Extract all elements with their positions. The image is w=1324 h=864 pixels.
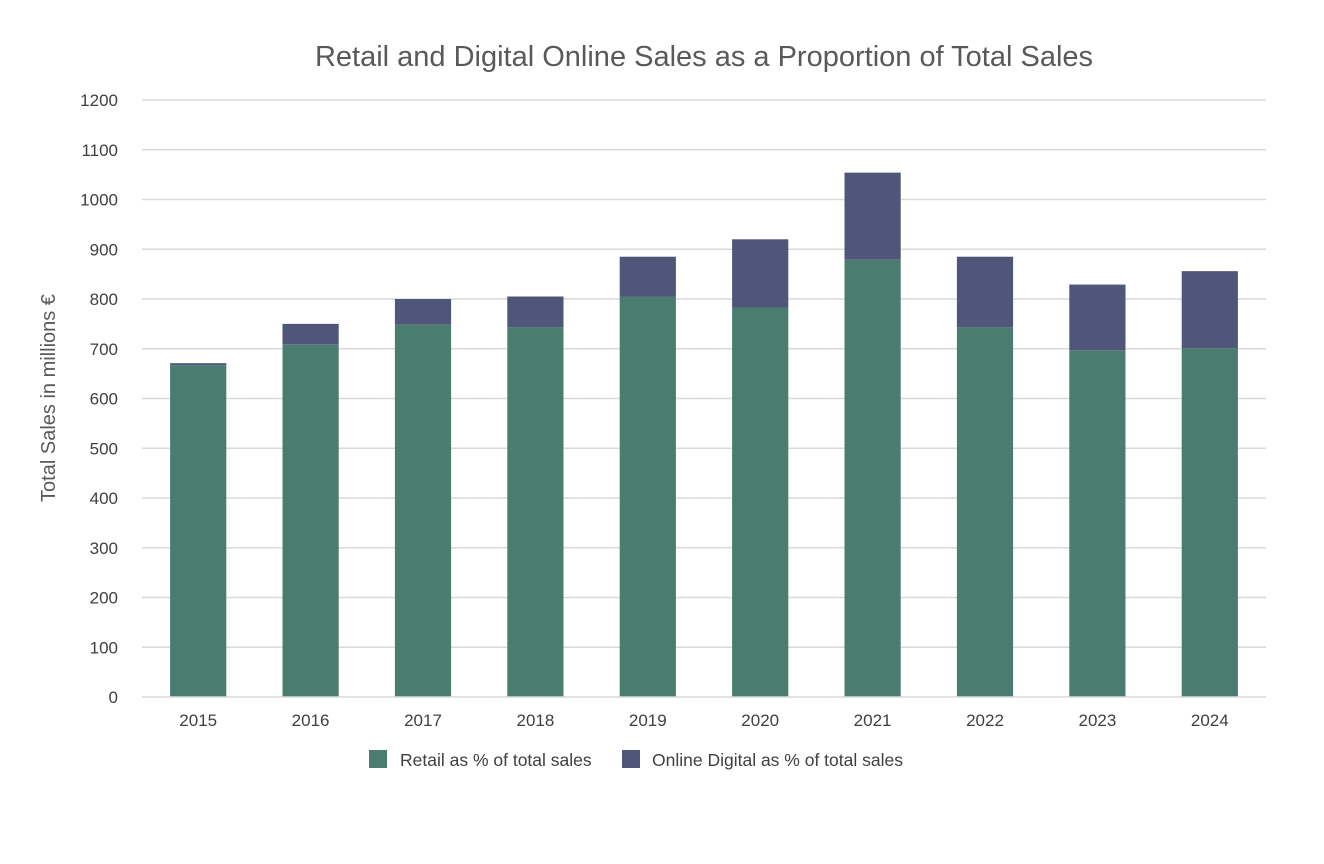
bar-retail-2022 — [956, 327, 1014, 697]
bar-online-digital-2015 — [170, 363, 227, 366]
legend-label: Online Digital as % of total sales — [652, 750, 903, 770]
bar-online-digital-2021 — [844, 172, 901, 260]
bar-online-digital-2024 — [1181, 271, 1238, 349]
bar-retail-2020 — [732, 307, 789, 697]
y-tick-label: 500 — [90, 439, 118, 458]
legend: Retail as % of total sales Online Digital… — [369, 750, 903, 770]
x-axis-tick-labels: 2015 2016 2017 2018 2019 2020 2021 2022 2023 2024 — [179, 711, 1228, 730]
bar-retail-2015 — [170, 365, 227, 697]
x-tick-label: 2015 — [179, 711, 217, 730]
y-tick-label: 400 — [90, 489, 118, 508]
legend-swatch — [622, 750, 640, 768]
bar-online-digital-2020 — [732, 239, 789, 308]
bar-online-digital-2023 — [1069, 284, 1126, 351]
x-tick-label: 2022 — [966, 711, 1004, 730]
x-tick-label: 2019 — [629, 711, 667, 730]
y-axis-title: Total Sales in millions € — [38, 294, 60, 502]
bar-online-digital-2019 — [619, 256, 676, 297]
x-tick-label: 2023 — [1078, 711, 1116, 730]
bar-online-digital-2017 — [394, 299, 452, 325]
bar-retail-2019 — [619, 296, 676, 697]
bar-online-digital-2016 — [282, 323, 339, 345]
bar-online-digital-2018 — [507, 296, 564, 328]
x-tick-label: 2018 — [516, 711, 554, 730]
x-tick-label: 2024 — [1191, 711, 1229, 730]
y-axis-tick-labels: 0 100 200 300 400 500 600 700 800 900 1000 1100 1200 — [80, 91, 118, 707]
bar-retail-2023 — [1069, 350, 1126, 697]
x-tick-label: 2021 — [854, 711, 892, 730]
x-tick-label: 2017 — [404, 711, 442, 730]
legend-label: Retail as % of total sales — [400, 750, 592, 770]
y-tick-label: 900 — [90, 240, 118, 259]
bar-online-digital-2022 — [956, 256, 1014, 328]
y-tick-label: 300 — [90, 539, 118, 558]
y-tick-label: 0 — [109, 688, 118, 707]
x-tick-label: 2020 — [741, 711, 779, 730]
bar-retail-2016 — [282, 344, 339, 697]
y-tick-label: 800 — [90, 290, 118, 309]
y-tick-label: 1000 — [80, 191, 118, 210]
y-tick-label: 200 — [90, 589, 118, 608]
y-tick-label: 100 — [90, 638, 118, 657]
bars — [170, 172, 1238, 697]
bar-retail-2017 — [394, 324, 452, 697]
bar-retail-2021 — [844, 259, 901, 697]
y-tick-label: 700 — [90, 340, 118, 359]
x-tick-label: 2016 — [292, 711, 330, 730]
chart-title: Retail and Digital Online Sales as a Pro… — [315, 41, 1093, 73]
y-tick-label: 600 — [90, 390, 118, 409]
y-tick-label: 1100 — [81, 141, 118, 160]
bar-retail-2018 — [507, 327, 564, 697]
y-tick-label: 1200 — [80, 91, 118, 110]
legend-swatch — [369, 750, 387, 768]
bar-retail-2024 — [1181, 348, 1238, 697]
